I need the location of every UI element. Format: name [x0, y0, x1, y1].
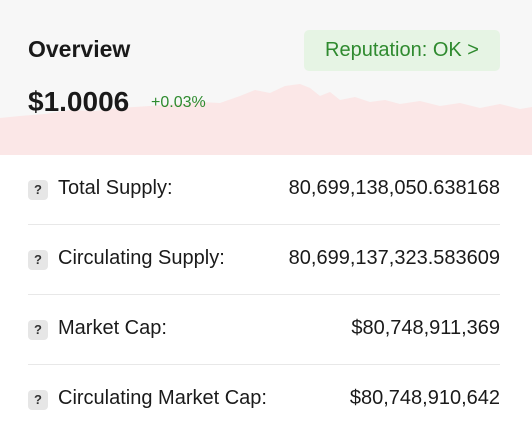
price-sparkline [0, 84, 532, 155]
stat-label: Circulating Market Cap: [58, 387, 267, 409]
stat-label: Market Cap: [58, 317, 167, 339]
help-icon[interactable]: ? [28, 180, 48, 200]
stats-list: ? Total Supply: 80,699,138,050.638168 ? … [28, 155, 500, 435]
reputation-button[interactable]: Reputation: OK > [304, 30, 500, 71]
stat-row-circulating-market-cap: ? Circulating Market Cap: $80,748,910,64… [28, 365, 500, 435]
help-icon[interactable]: ? [28, 390, 48, 410]
stat-value: 80,699,137,323.583609 [288, 247, 500, 269]
stat-value: $80,748,910,642 [349, 387, 500, 409]
current-price: $1.0006 [28, 86, 130, 117]
stat-value: 80,699,138,050.638168 [288, 177, 500, 199]
stat-label: Circulating Supply: [58, 247, 225, 269]
stat-row-total-supply: ? Total Supply: 80,699,138,050.638168 [28, 155, 500, 225]
stat-row-circulating-supply: ? Circulating Supply: 80,699,137,323.583… [28, 225, 500, 295]
stat-label: Total Supply: [58, 177, 173, 199]
overview-title: Overview [28, 36, 131, 62]
sparkline-area [0, 84, 532, 155]
stat-row-market-cap: ? Market Cap: $80,748,911,369 [28, 295, 500, 365]
stat-value: $80,748,911,369 [351, 317, 500, 339]
price-change: +0.03% [151, 94, 206, 111]
overview-header: Overview $1.0006 +0.03% Reputation: OK > [0, 0, 532, 155]
help-icon[interactable]: ? [28, 250, 48, 270]
help-icon[interactable]: ? [28, 320, 48, 340]
